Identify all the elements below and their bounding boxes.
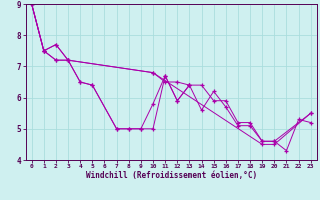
X-axis label: Windchill (Refroidissement éolien,°C): Windchill (Refroidissement éolien,°C) [86,171,257,180]
